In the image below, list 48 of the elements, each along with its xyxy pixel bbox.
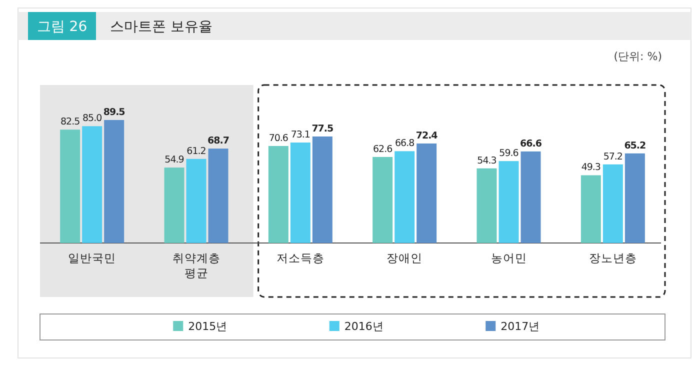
bar <box>372 156 393 243</box>
data-label: 89.5 <box>103 107 125 118</box>
x-tick-label: 장애인 <box>386 251 423 265</box>
legend-label: 2016년 <box>344 320 384 333</box>
data-label: 57.2 <box>603 151 623 162</box>
data-label: 62.6 <box>373 144 393 155</box>
data-label: 68.7 <box>208 136 229 147</box>
data-label: 85.0 <box>82 113 102 124</box>
x-tick-label: 농어민 <box>490 251 527 265</box>
bar <box>602 164 623 243</box>
bar <box>312 136 332 243</box>
data-label: 82.5 <box>60 116 80 128</box>
x-tick-label: 일반국민 <box>68 251 116 265</box>
bar <box>208 148 228 243</box>
chart-title: 스마트폰 보유율 <box>110 19 212 35</box>
bar <box>290 142 310 243</box>
bar <box>104 120 124 243</box>
bar <box>580 175 601 243</box>
legend-label: 2017년 <box>500 320 540 333</box>
bar <box>476 168 497 243</box>
data-label: 72.4 <box>416 130 438 142</box>
bar <box>186 158 206 243</box>
data-label: 77.5 <box>312 123 334 134</box>
data-label: 66.6 <box>520 138 542 150</box>
bar <box>164 168 184 243</box>
bar <box>416 144 437 243</box>
x-tick-label: 장노년층 <box>588 251 637 265</box>
data-label: 65.2 <box>624 140 646 152</box>
data-label: 54.9 <box>164 154 184 166</box>
bar <box>60 130 80 243</box>
text: (단위: %) <box>614 50 662 63</box>
bar <box>82 126 102 243</box>
data-label: 49.3 <box>581 162 601 174</box>
bar <box>498 161 519 243</box>
bar <box>624 153 645 243</box>
caption: 그림 26 <box>36 19 88 35</box>
data-label: 73.1 <box>290 130 310 141</box>
x-tick-label: 취약계층 평균 <box>172 251 220 280</box>
data-label: 54.3 <box>477 155 497 166</box>
bar <box>520 151 541 243</box>
bar <box>394 151 415 243</box>
legend-label: 2015년 <box>188 320 228 333</box>
data-label: 61.2 <box>186 146 206 157</box>
data-label: 66.8 <box>395 138 415 150</box>
data-label: 59.6 <box>499 148 519 160</box>
bar <box>268 146 288 243</box>
x-tick-label: 저소득층 <box>276 251 324 265</box>
data-label: 70.6 <box>268 132 288 144</box>
